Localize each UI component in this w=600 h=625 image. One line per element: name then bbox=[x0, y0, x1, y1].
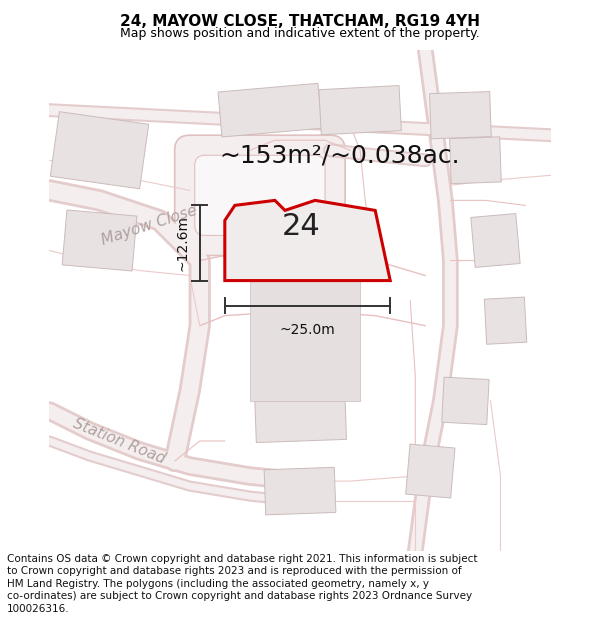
Text: 24: 24 bbox=[281, 212, 320, 241]
Text: to Crown copyright and database rights 2023 and is reproduced with the permissio: to Crown copyright and database rights 2… bbox=[7, 566, 462, 576]
Polygon shape bbox=[319, 86, 401, 135]
Text: Map shows position and indicative extent of the property.: Map shows position and indicative extent… bbox=[120, 28, 480, 41]
FancyBboxPatch shape bbox=[195, 155, 325, 236]
Text: HM Land Registry. The polygons (including the associated geometry, namely x, y: HM Land Registry. The polygons (includin… bbox=[7, 579, 429, 589]
Polygon shape bbox=[218, 83, 322, 137]
Text: ~12.6m: ~12.6m bbox=[176, 215, 190, 271]
Text: ~25.0m: ~25.0m bbox=[280, 323, 335, 337]
Polygon shape bbox=[50, 112, 149, 189]
Polygon shape bbox=[484, 297, 527, 344]
Text: 100026316.: 100026316. bbox=[7, 604, 70, 614]
Polygon shape bbox=[442, 377, 489, 424]
Polygon shape bbox=[430, 92, 491, 139]
Text: Station Road: Station Road bbox=[71, 416, 168, 466]
Text: ~153m²/~0.038ac.: ~153m²/~0.038ac. bbox=[220, 143, 460, 168]
Polygon shape bbox=[225, 201, 390, 281]
Polygon shape bbox=[471, 214, 520, 268]
Text: Contains OS data © Crown copyright and database right 2021. This information is : Contains OS data © Crown copyright and d… bbox=[7, 554, 478, 564]
Polygon shape bbox=[406, 444, 455, 498]
Polygon shape bbox=[250, 281, 360, 401]
Polygon shape bbox=[254, 359, 346, 442]
Text: 24, MAYOW CLOSE, THATCHAM, RG19 4YH: 24, MAYOW CLOSE, THATCHAM, RG19 4YH bbox=[120, 14, 480, 29]
Polygon shape bbox=[449, 137, 501, 184]
Text: Mayow Close: Mayow Close bbox=[100, 203, 199, 248]
Polygon shape bbox=[264, 468, 336, 515]
Polygon shape bbox=[62, 210, 137, 271]
FancyBboxPatch shape bbox=[175, 135, 345, 256]
Text: co-ordinates) are subject to Crown copyright and database rights 2023 Ordnance S: co-ordinates) are subject to Crown copyr… bbox=[7, 591, 472, 601]
